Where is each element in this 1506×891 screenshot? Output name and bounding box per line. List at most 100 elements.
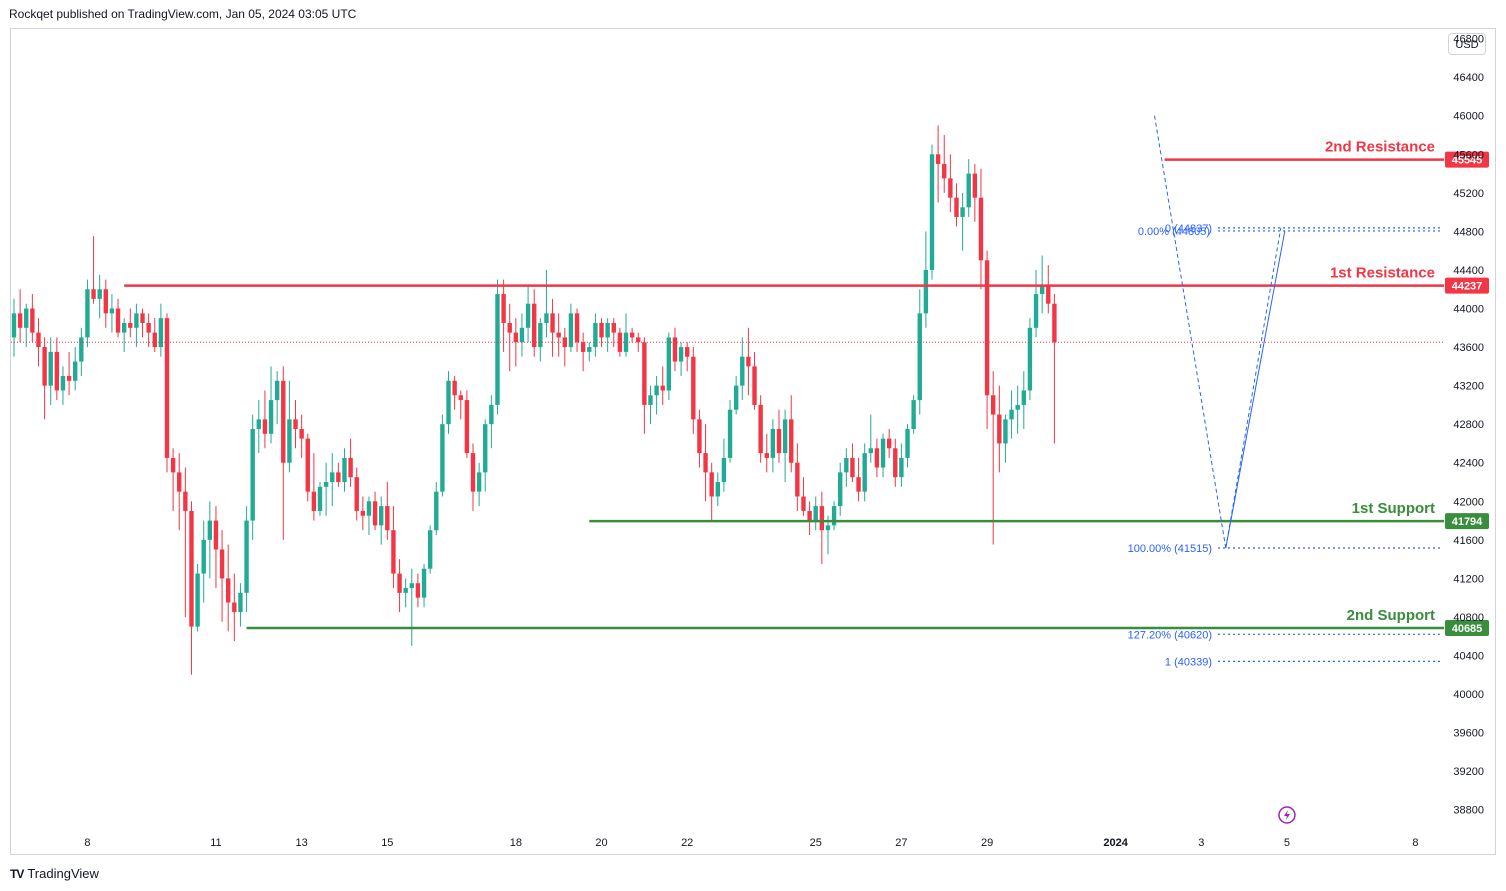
candle-body (268, 400, 274, 434)
candle (42, 337, 47, 420)
candle-body (495, 294, 500, 405)
fib-label: 0.00% (44805) (1138, 226, 1210, 238)
candle-body (311, 491, 317, 511)
candle-body (807, 510, 812, 521)
candle (476, 462, 482, 507)
candle-body (281, 380, 286, 463)
candle-body (831, 506, 837, 526)
candle (415, 573, 421, 608)
price-tick-label: 40800 (1453, 612, 1484, 624)
candle-body (66, 375, 72, 381)
candle-body (893, 448, 898, 478)
candle (966, 159, 971, 217)
candle-body (238, 592, 243, 613)
candle-body (85, 289, 90, 338)
candle-body (825, 525, 831, 531)
candle-body (984, 260, 990, 396)
candle (587, 342, 592, 362)
candle-body (54, 351, 60, 391)
candle (672, 327, 678, 372)
price-badge-label: 40685 (1452, 623, 1483, 635)
candle (262, 390, 268, 449)
candle-body (1003, 419, 1008, 444)
candle (850, 443, 855, 483)
candle-body (868, 448, 873, 454)
candle (954, 183, 959, 227)
candle-body (856, 477, 861, 492)
candle (556, 313, 561, 357)
candle-body (587, 347, 592, 352)
candle-body (819, 506, 825, 531)
price-tick-label: 44000 (1453, 304, 1484, 316)
candle (868, 414, 873, 463)
candle-body (942, 163, 947, 179)
candle-body (611, 322, 616, 333)
candle-body (17, 313, 23, 328)
candle (140, 308, 145, 338)
candle (366, 496, 372, 536)
tradingview-logo[interactable]: TV TradingView (10, 866, 99, 881)
candle-body (1015, 404, 1020, 410)
candle (709, 462, 714, 521)
candle-body (446, 380, 451, 425)
time-tick-label: 18 (510, 837, 522, 849)
candle-body (36, 332, 41, 348)
candle-body (513, 332, 519, 343)
candle (250, 414, 255, 540)
candle (727, 400, 733, 463)
candle (409, 568, 414, 646)
price-axis[interactable]: 38800 39200 39600 40000 40400 40800 41200 41600… (1453, 34, 1484, 817)
candle (654, 375, 659, 415)
candle-body (323, 482, 329, 487)
candle (984, 250, 990, 429)
price-tick-label: 46800 (1453, 34, 1484, 46)
candle (905, 424, 910, 468)
candle (348, 438, 353, 487)
level-label: 2nd Support (1347, 607, 1435, 624)
candle (1033, 269, 1039, 338)
price-tick-label: 41200 (1453, 573, 1484, 585)
candle-body (164, 318, 170, 458)
candle-body (899, 457, 904, 478)
candle (678, 342, 684, 376)
candle (844, 448, 849, 487)
candle (532, 289, 537, 357)
candle-body (660, 385, 665, 391)
candle (525, 284, 531, 343)
price-tick-label: 43200 (1453, 381, 1484, 393)
candle (30, 294, 35, 343)
candle (991, 371, 996, 545)
candle-body (391, 530, 396, 574)
candle (213, 506, 219, 589)
candle (593, 313, 598, 357)
candle (758, 395, 763, 463)
candle (574, 308, 580, 352)
candle-body (24, 308, 29, 328)
candle-body (923, 269, 929, 314)
candle-body (421, 568, 427, 598)
candle (274, 371, 280, 425)
candle (923, 231, 929, 328)
candle (11, 298, 17, 357)
candle-body (336, 472, 341, 483)
candle-body (1027, 327, 1033, 391)
candle (489, 395, 494, 449)
time-axis[interactable]: 8 11 13 15 18 20 22 25 27 29 2024 3 5 8 (84, 837, 1418, 849)
candle-body (452, 380, 457, 396)
currency-selector[interactable]: USD (1448, 33, 1486, 55)
candle (354, 467, 359, 521)
candle-body (752, 366, 757, 405)
candle-body (550, 313, 555, 333)
time-tick-label: 29 (981, 837, 993, 849)
candle-body (629, 332, 635, 338)
candle-body (140, 313, 145, 323)
candle-body (838, 472, 843, 507)
candle-body (115, 308, 121, 333)
candle (281, 366, 286, 540)
price-tick-label: 46000 (1453, 111, 1484, 123)
candle (960, 192, 965, 251)
candle-body (183, 491, 188, 511)
candle-body (685, 347, 690, 357)
candle (452, 375, 457, 410)
